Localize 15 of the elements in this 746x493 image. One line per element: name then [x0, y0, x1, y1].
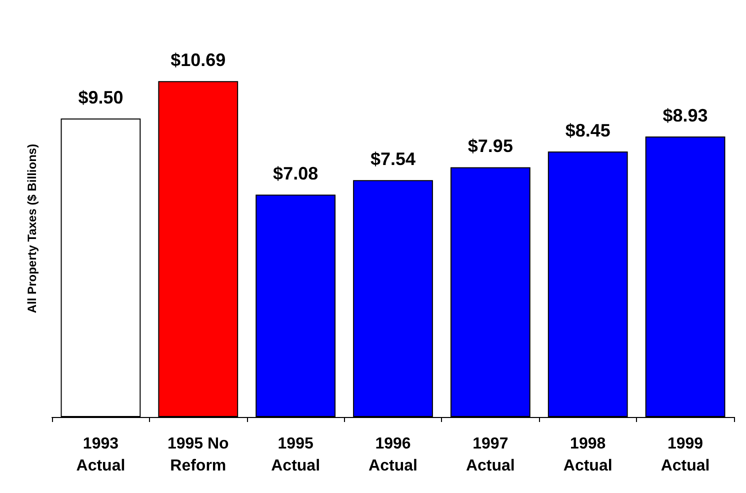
data-label: $8.93 — [662, 105, 708, 126]
y-axis-title: All Property Taxes ($ Billions) — [25, 144, 39, 314]
data-label: $7.95 — [468, 136, 513, 156]
x-tick-label: 1998 Actual — [563, 436, 612, 474]
data-label: $7.08 — [273, 164, 318, 184]
x-tick-label: 1995 No Reform — [167, 436, 230, 474]
data-label: $10.69 — [170, 50, 226, 70]
x-tick-label: 1999 Actual — [660, 436, 710, 474]
data-label: $8.45 — [565, 120, 610, 141]
x-tick-label: 1993 Actual — [76, 436, 126, 474]
x-tick-label: 1995 Actual — [271, 436, 320, 474]
data-label: $9.50 — [78, 88, 124, 108]
x-tick-label: 1997 Actual — [466, 436, 515, 474]
x-tick-label: 1996 Actual — [368, 436, 418, 474]
data-label: $7.54 — [370, 149, 416, 170]
